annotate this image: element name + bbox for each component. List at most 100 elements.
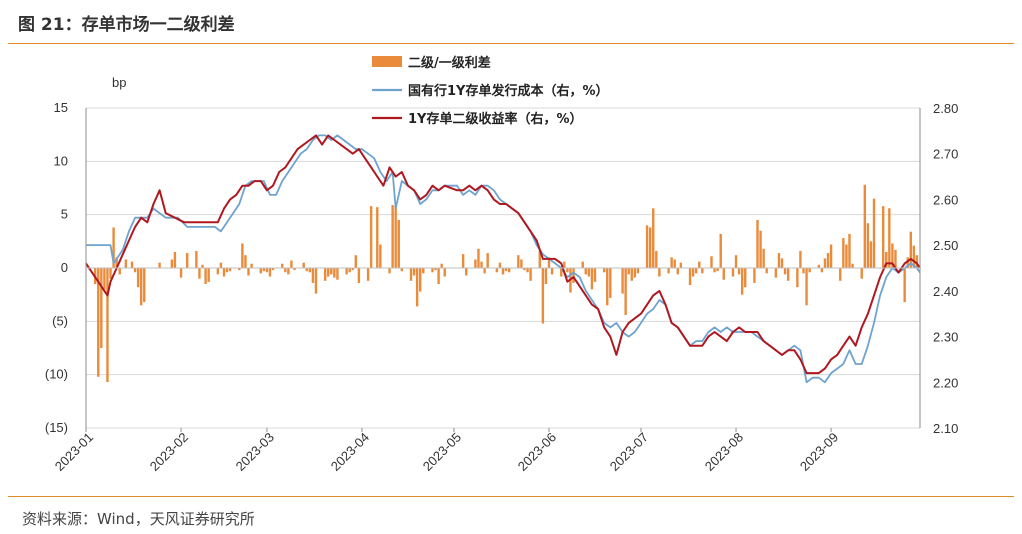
- spread-bar: [173, 252, 177, 268]
- spread-bar: [440, 263, 443, 268]
- title-divider: [8, 43, 1014, 44]
- spread-bar: [731, 268, 735, 277]
- spread-bar: [590, 268, 594, 290]
- spread-bar: [225, 268, 229, 273]
- spread-bar: [143, 268, 146, 303]
- spread-bar: [259, 268, 262, 274]
- spread-bar: [461, 254, 465, 268]
- right-tick-label: 2.40: [933, 284, 958, 299]
- spread-bar: [891, 243, 894, 268]
- spread-bar: [391, 205, 394, 268]
- left-tick-label: 10: [54, 153, 68, 168]
- spread-bar: [786, 268, 790, 281]
- spread-bar: [667, 268, 670, 274]
- right-tick-label: 2.30: [933, 330, 958, 345]
- spread-bar: [627, 268, 630, 275]
- spread-bar: [483, 268, 486, 274]
- spread-bar: [308, 268, 312, 273]
- spread-bar: [495, 268, 499, 273]
- right-tick-label: 2.60: [933, 192, 958, 207]
- yield-lines: [85, 134, 921, 384]
- spread-bar: [906, 257, 909, 268]
- spread-bar: [139, 268, 143, 306]
- spread-bar: [676, 268, 679, 275]
- spread-bar: [330, 268, 333, 275]
- spread-bar: [271, 268, 275, 271]
- x-tick-label: 2023-07: [607, 430, 651, 474]
- spread-bar: [621, 268, 624, 294]
- spread-bar: [584, 268, 587, 275]
- spread-bar: [394, 206, 397, 268]
- spread-bar: [336, 268, 339, 280]
- spread-bar: [366, 268, 370, 281]
- spread-bar: [737, 268, 741, 275]
- spread-bar: [648, 227, 652, 268]
- spread-bar: [740, 268, 744, 295]
- spread-bar: [379, 244, 382, 268]
- spread-bar: [201, 264, 204, 268]
- spread-bar: [820, 268, 824, 273]
- spread-bar: [465, 268, 468, 276]
- spread-bar: [817, 264, 821, 268]
- right-tick-label: 2.20: [933, 375, 958, 390]
- spread-bars: [93, 184, 919, 383]
- spread-bar: [415, 268, 419, 307]
- spread-bar: [133, 268, 137, 273]
- spread-bar: [222, 268, 226, 277]
- spread-bar: [694, 268, 698, 274]
- spread-bar: [112, 227, 115, 268]
- spread-bar: [845, 244, 848, 268]
- spread-bar: [103, 268, 106, 290]
- legend-label-secondary-yield: 1Y存单二级收益率（右，%）: [408, 111, 583, 127]
- spread-bar: [333, 268, 336, 278]
- spread-bar: [422, 268, 425, 274]
- spread-bar: [179, 268, 183, 278]
- spread-bar: [376, 207, 379, 268]
- spread-bar: [829, 244, 833, 268]
- spread-bar: [293, 268, 296, 271]
- spread-bar: [688, 268, 692, 286]
- x-tick-label: 2023-09: [797, 430, 841, 474]
- issue-cost-line: [86, 134, 921, 384]
- spread-bar: [170, 259, 174, 268]
- spread-bar: [158, 262, 161, 268]
- spread-bar: [501, 268, 505, 275]
- spread-bar: [507, 268, 511, 273]
- spread-bar: [903, 268, 906, 303]
- spread-bar: [805, 268, 808, 306]
- spread-bar: [547, 257, 551, 268]
- spread-bar: [606, 268, 609, 306]
- spread-bar: [848, 233, 851, 268]
- spread-bar: [443, 268, 446, 277]
- legend-label-issue-cost: 国有行1Y存单发行成本（右，%）: [408, 83, 609, 99]
- spread-bar: [679, 262, 683, 268]
- spread-bar: [388, 268, 391, 274]
- spread-bar: [538, 250, 541, 268]
- spread-bar: [517, 255, 520, 268]
- spread-bar: [409, 268, 413, 281]
- spread-bar: [765, 268, 768, 274]
- spread-bar: [185, 253, 189, 268]
- spread-bar: [238, 268, 241, 271]
- x-tick-label: 2023-05: [420, 430, 464, 474]
- spread-bar: [106, 268, 109, 383]
- spread-bar: [719, 233, 722, 268]
- spread-bar: [327, 268, 330, 277]
- spread-bar: [744, 268, 747, 288]
- spread-bar: [658, 268, 661, 277]
- left-tick-label: (5): [52, 313, 68, 328]
- spread-bar: [195, 250, 198, 268]
- spread-bar: [109, 268, 112, 279]
- spread-bar: [563, 261, 566, 268]
- spread-bar: [419, 268, 422, 292]
- spread-bar: [437, 268, 440, 284]
- spread-bar: [354, 255, 358, 268]
- right-tick-label: 2.50: [933, 238, 958, 253]
- spread-bar: [655, 250, 658, 268]
- spread-bar: [783, 268, 787, 275]
- spread-bar: [624, 268, 627, 315]
- spread-bar: [124, 259, 128, 268]
- x-tick-label: 2023-01: [52, 430, 96, 474]
- spread-bar: [915, 255, 919, 268]
